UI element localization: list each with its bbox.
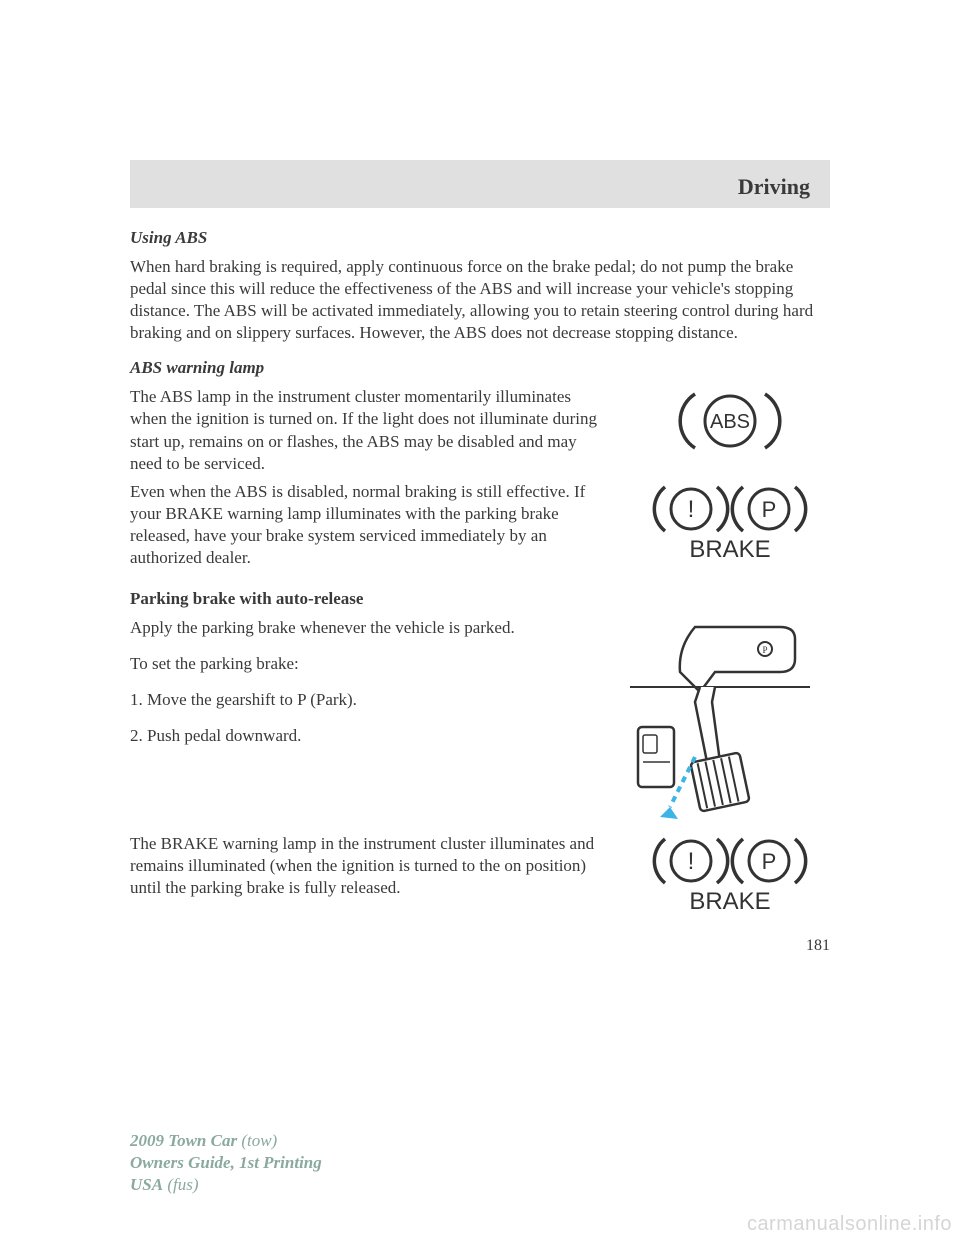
- parking-brake-pedal-icon: P: [600, 617, 820, 827]
- step-parking-1: 1. Move the gearshift to P (Park).: [130, 689, 570, 711]
- footer-region: USA: [130, 1175, 163, 1194]
- heading-abs-warning: ABS warning lamp: [130, 358, 830, 378]
- step-parking-2: 2. Push pedal downward.: [130, 725, 570, 747]
- para-parking-1: Apply the parking brake whenever the veh…: [130, 617, 570, 639]
- section-title: Driving: [738, 174, 810, 200]
- section-header-bar: Driving: [130, 160, 830, 208]
- row-brake-lamp: The BRAKE warning lamp in the instrument…: [130, 833, 830, 913]
- exclaim-icon-label: !: [688, 496, 695, 523]
- heading-parking-brake: Parking brake with auto-release: [130, 589, 830, 609]
- heading-using-abs: Using ABS: [130, 228, 830, 248]
- p-icon-label: P: [762, 497, 777, 522]
- footer-line-3: USA (fus): [130, 1174, 322, 1196]
- p-icon-label-2: P: [762, 849, 777, 874]
- footer-code-2: (fus): [163, 1175, 198, 1194]
- footer-line-1: 2009 Town Car (tow): [130, 1130, 322, 1152]
- para-parking-3: The BRAKE warning lamp in the instrument…: [130, 833, 610, 899]
- brake-warning-icon: ! P BRAKE: [645, 481, 815, 561]
- para-parking-2: To set the parking brake:: [130, 653, 570, 675]
- row-parking-brake: Apply the parking brake whenever the veh…: [130, 617, 830, 827]
- manual-page: Driving Using ABS When hard braking is r…: [130, 160, 830, 955]
- row-abs-warning-2: Even when the ABS is disabled, normal br…: [130, 481, 830, 583]
- abs-icon: ABS: [675, 386, 785, 456]
- watermark: carmanualsonline.info: [747, 1213, 952, 1236]
- row-abs-warning-1: The ABS lamp in the instrument cluster m…: [130, 386, 830, 474]
- footer-line-2: Owners Guide, 1st Printing: [130, 1152, 322, 1174]
- brake-icon-label-2: BRAKE: [689, 888, 770, 913]
- brake-icon-label: BRAKE: [689, 536, 770, 561]
- para-using-abs: When hard braking is required, apply con…: [130, 256, 830, 344]
- footer: 2009 Town Car (tow) Owners Guide, 1st Pr…: [130, 1130, 322, 1196]
- footer-code-1: (tow): [237, 1131, 277, 1150]
- svg-text:P: P: [762, 645, 767, 655]
- brake-warning-icon-2: ! P BRAKE: [645, 833, 815, 913]
- exclaim-icon-label-2: !: [688, 848, 695, 875]
- abs-icon-label: ABS: [710, 411, 750, 433]
- para-abs-warning-2: Even when the ABS is disabled, normal br…: [130, 481, 610, 569]
- footer-model: 2009 Town Car: [130, 1131, 237, 1150]
- page-number: 181: [130, 937, 830, 955]
- para-abs-warning-1: The ABS lamp in the instrument cluster m…: [130, 386, 610, 474]
